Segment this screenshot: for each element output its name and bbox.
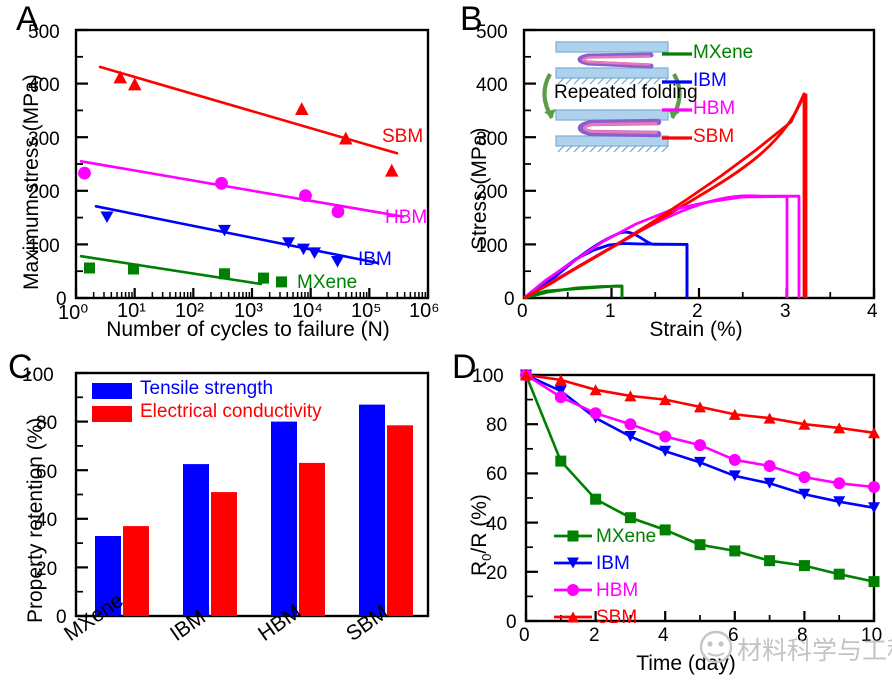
panel-c-legend-swatch-conductivity <box>92 406 132 422</box>
panel-c-ytick-60: 60 <box>36 462 58 483</box>
panel-a-ytick-400: 400 <box>28 75 60 96</box>
panel-d-ytick-100: 100 <box>472 366 504 387</box>
panel-d-xtick-8: 8 <box>797 625 808 646</box>
panel-b-xtick-3: 3 <box>780 301 791 322</box>
panel-d-legend-glyphs <box>554 530 592 623</box>
panel-a-xtick-1e0: 10⁰ <box>58 302 89 324</box>
panel-a-xtick-1e2: 10² <box>175 300 204 322</box>
panel-b-ytick-400: 400 <box>476 75 508 96</box>
panel-d-xtick-10: 10 <box>861 625 883 646</box>
panel-b-ytick-300: 300 <box>476 129 508 150</box>
panel-d-xtick-4: 4 <box>658 625 669 646</box>
panel-c-ytick-80: 80 <box>36 413 58 434</box>
panel-b-plot <box>522 28 876 300</box>
panel-a-label: A <box>16 0 39 38</box>
panel-a-xtick-1e5: 10⁵ <box>351 300 382 322</box>
panel-d-ytick-40: 40 <box>486 514 508 535</box>
panel-d-ytick-20: 20 <box>486 563 508 584</box>
panel-c-legend-swatch-tensile <box>92 383 132 399</box>
panel-a-xtick-1e3: 10³ <box>234 300 263 322</box>
panel-d-ytick-80: 80 <box>486 415 508 436</box>
panel-a-ibm-markers <box>100 211 344 268</box>
panel-d-xtick-0: 0 <box>519 625 530 646</box>
panel-b-inset-repeated-folding <box>542 41 682 153</box>
panel-d-xtick-6: 6 <box>728 625 739 646</box>
panel-c-ytick-40: 40 <box>36 510 58 531</box>
panel-a-ytick-300: 300 <box>28 129 60 150</box>
panel-a-mxene-markers <box>84 262 287 288</box>
panel-b-legend-hbm: HBM <box>693 98 736 119</box>
panel-a-xtick-1e4: 10⁴ <box>292 300 323 322</box>
panel-d: D R0/R (%) Time (day) <box>446 346 892 692</box>
panel-a-ytick-500: 500 <box>28 22 60 43</box>
panel-a-series-label-ibm: IBM <box>358 249 392 270</box>
panel-a-xlabel: Number of cycles to failure (N) <box>106 318 390 341</box>
panel-c-ytick-20: 20 <box>36 559 58 580</box>
panel-b-xtick-0: 0 <box>517 301 528 322</box>
panel-a-series-label-mxene: MXene <box>297 272 358 293</box>
panel-b-legend-ibm: IBM <box>693 70 727 91</box>
panel-a-ytick-0: 0 <box>56 289 67 310</box>
panel-c-label: C <box>8 348 33 386</box>
panel-d-legend-mxene: MXene <box>596 526 657 547</box>
panel-b-xtick-2: 2 <box>692 301 703 322</box>
panel-c-plot <box>74 371 430 618</box>
panel-b-xlabel: Strain (%) <box>649 318 743 341</box>
panel-d-sbm-markers <box>520 369 880 439</box>
panel-b-legend-mxene: MXene <box>693 42 754 63</box>
panel-d-xtick-2: 2 <box>589 625 600 646</box>
panel-a: A Maximum stress (MPa) Number of cycles … <box>0 0 446 346</box>
panel-b-legend-lines <box>662 52 692 140</box>
panel-b-ytick-200: 200 <box>476 182 508 203</box>
panel-d-xlabel: Time (day) <box>636 652 736 675</box>
panel-b-xtick-4: 4 <box>867 301 878 322</box>
panel-a-xtick-1e1: 10¹ <box>117 300 146 322</box>
panel-d-ytick-60: 60 <box>486 464 508 485</box>
panel-c-ytick-100: 100 <box>22 365 54 386</box>
panel-c-bars <box>95 404 413 616</box>
panel-d-label: D <box>452 348 477 386</box>
panel-a-series-label-sbm: SBM <box>382 126 424 147</box>
panel-d-ytick-0: 0 <box>506 612 517 633</box>
panel-d-legend-hbm: HBM <box>596 580 639 601</box>
panel-a-xtick-1e6: 10⁶ <box>409 300 440 322</box>
panel-d-plot <box>520 369 880 623</box>
panel-b-label: B <box>460 0 483 38</box>
panel-c: C Property retention (%) <box>0 346 446 692</box>
panel-b-ytick-0: 0 <box>504 289 515 310</box>
panel-a-series-label-hbm: HBM <box>385 207 428 228</box>
panel-b: B Stress (MPa) Strain (%) <box>446 0 892 346</box>
watermark-logo-icon <box>699 630 733 664</box>
panel-c-ytick-0: 0 <box>56 607 67 628</box>
panel-a-ytick-200: 200 <box>28 182 60 203</box>
panel-d-legend-ibm: IBM <box>596 553 630 574</box>
panel-b-ytick-500: 500 <box>476 22 508 43</box>
panel-a-ytick-100: 100 <box>28 236 60 257</box>
panel-b-ytick-100: 100 <box>476 236 508 257</box>
panel-a-hbm-markers <box>78 166 345 219</box>
panel-b-legend-sbm: SBM <box>693 126 735 147</box>
panel-b-xtick-1: 1 <box>605 301 616 322</box>
panel-c-legend-conductivity: Electrical conductivity <box>140 401 322 422</box>
panel-c-legend-tensile: Tensile strength <box>140 378 274 399</box>
panel-a-plot <box>74 28 430 300</box>
panel-b-inset-label: Repeated folding <box>554 82 698 103</box>
panel-d-legend-sbm: SBM <box>596 607 638 628</box>
panel-a-sbm-markers <box>113 70 399 177</box>
watermark-text: 材料科学与工程 <box>737 636 892 665</box>
